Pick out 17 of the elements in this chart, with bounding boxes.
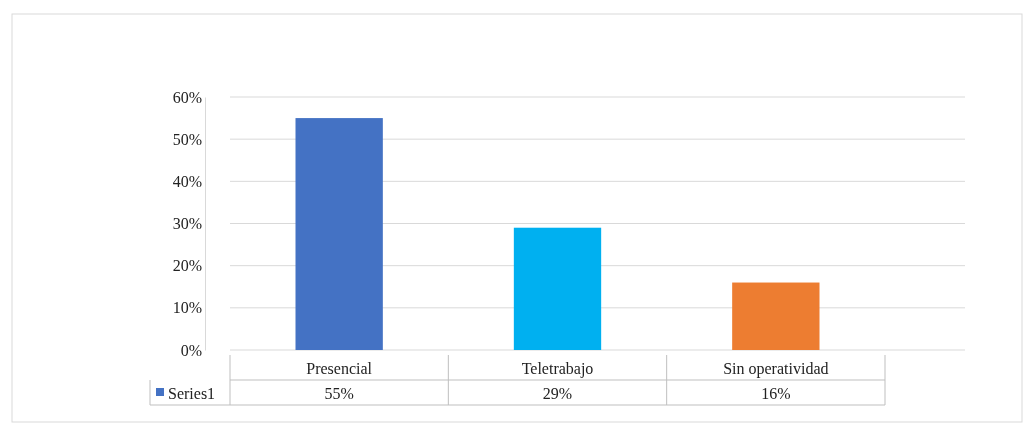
bar (295, 118, 383, 350)
y-tick-label: 0% (180, 341, 202, 359)
y-tick-label: 60% (172, 88, 202, 106)
y-tick-label: 30% (172, 215, 202, 233)
y-tick-label: 50% (172, 130, 202, 148)
data-label: 16% (761, 385, 791, 402)
x-tick-label: Presencial (306, 360, 373, 377)
y-tick-label: 40% (172, 172, 202, 190)
data-label: 55% (324, 385, 354, 402)
legend-label: Series1 (168, 385, 216, 402)
y-tick-label: 10% (172, 299, 202, 317)
bar (732, 282, 820, 350)
bar (513, 227, 602, 350)
data-label: 29% (542, 385, 573, 402)
x-tick-label: Sin operatividad (723, 360, 829, 378)
y-tick-label: 20% (172, 257, 202, 275)
x-tick-label: Teletrabajo (521, 360, 594, 378)
